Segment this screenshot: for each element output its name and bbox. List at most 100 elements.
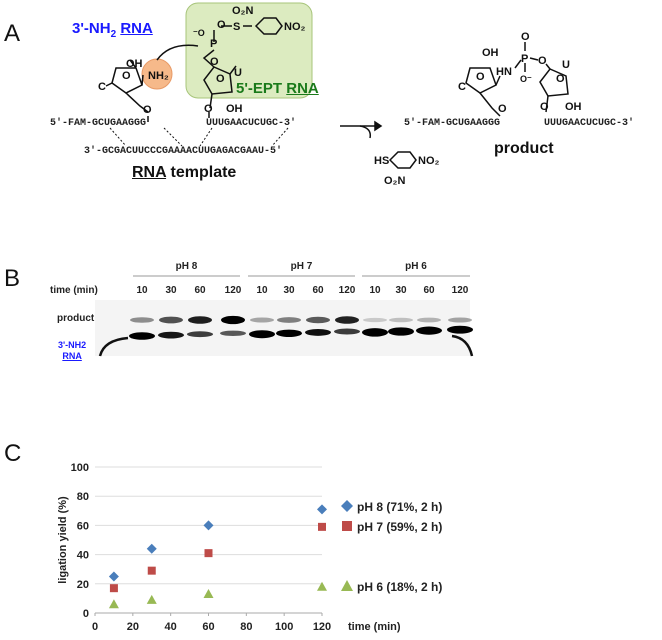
y-tick-label: 100 (71, 462, 89, 474)
svg-text:OH: OH (226, 103, 243, 115)
lane-time-label: 120 (451, 285, 469, 296)
template-label-rest: template (166, 164, 237, 181)
data-point-diamond (108, 571, 119, 582)
svg-text:O: O (521, 31, 530, 43)
y-tick-label: 80 (77, 491, 89, 503)
product-band (448, 317, 472, 323)
svg-text:O: O (204, 103, 213, 115)
rna-strand-right: UUUGAACUCUGC-3' (206, 118, 297, 129)
y-tick-label: 0 (83, 608, 89, 620)
product-band (335, 316, 359, 324)
product-left-ribose (465, 67, 497, 94)
svg-text:O: O (476, 71, 485, 83)
svg-text:NO₂: NO₂ (418, 155, 440, 167)
nh2-label: NH₂ (148, 70, 169, 82)
panel-label-c: C (4, 440, 22, 467)
legend-entry: pH 7 (59%, 2 h) (357, 520, 442, 534)
product-band (389, 317, 413, 323)
y-axis-label: ligation yield (%) (57, 496, 69, 584)
legend-entry: pH 8 (71%, 2 h) (357, 500, 442, 514)
data-point-square (342, 521, 352, 531)
ept-rna-title: 5'-EPT RNA (236, 80, 319, 97)
lane-time-label: 10 (256, 285, 268, 296)
svg-text:O: O (216, 73, 225, 85)
ept-rna-prefix: 5'-EPT (236, 80, 287, 97)
c-base-label: C (98, 81, 106, 93)
x-tick-label: 80 (240, 621, 252, 633)
data-point-diamond (341, 500, 353, 512)
substrate-band (447, 325, 473, 334)
amine-rna-subscript: 2 (110, 29, 117, 40)
svg-text:O: O (122, 70, 131, 82)
svg-text:O: O (538, 55, 547, 67)
amine-rna-title: 3'-NH2 RNA (72, 20, 153, 40)
ph-group-label: pH 8 (175, 261, 198, 272)
data-point-square (147, 566, 156, 575)
right-ribose-ring (203, 66, 233, 95)
rna-strand-left: 5'-FAM-GCUGAAGGG (50, 118, 147, 129)
leaving-group-ring (388, 151, 417, 169)
lane-time-label: 120 (338, 285, 356, 296)
data-point-triangle (146, 594, 157, 604)
data-point-square (204, 549, 213, 558)
substrate-band (187, 331, 213, 338)
lane-time-label: 10 (136, 285, 148, 296)
lane-time-label: 120 (224, 285, 242, 296)
svg-text:C: C (458, 81, 466, 93)
substrate-band (249, 330, 275, 339)
data-point-square (109, 584, 118, 593)
svg-text:P: P (521, 53, 528, 65)
product-band-label: product (57, 313, 95, 324)
lane-time-label: 60 (312, 285, 324, 296)
svg-text:⁻O: ⁻O (193, 28, 205, 38)
substrate-band (158, 331, 184, 339)
lane-time-label: 30 (165, 285, 177, 296)
substrate-band (388, 327, 414, 336)
product-band (130, 317, 154, 323)
product-strand-left: 5'-FAM-GCUGAAGGG (404, 118, 501, 129)
lane-time-label: 60 (194, 285, 206, 296)
product-band (159, 316, 183, 324)
svg-text:NO₂: NO₂ (284, 21, 306, 33)
product-band (363, 317, 387, 323)
svg-text:U: U (562, 59, 570, 71)
product-title: product (494, 140, 554, 157)
product-band (250, 317, 274, 323)
svg-text:O₂N: O₂N (232, 5, 253, 17)
svg-text:O: O (143, 104, 152, 116)
product-band (188, 316, 212, 324)
y-tick-label: 60 (77, 520, 89, 532)
ph-group-label: pH 6 (405, 261, 427, 272)
y-tick-label: 40 (77, 550, 89, 562)
product-strand-right: UUUGAACUCUGC-3' (544, 118, 635, 129)
product-band (306, 316, 330, 324)
product-band (417, 317, 441, 323)
x-tick-label: 20 (127, 621, 139, 633)
amine-rna-word: RNA (120, 20, 153, 37)
panel-label-b: B (4, 265, 21, 292)
substrate-band (129, 332, 155, 340)
svg-text:O⁻: O⁻ (520, 74, 532, 84)
svg-text:OH: OH (482, 47, 499, 59)
substrate-band (334, 328, 360, 335)
svg-text:O₂N: O₂N (384, 175, 405, 187)
data-point-diamond (203, 520, 214, 531)
svg-text:O: O (540, 101, 549, 113)
substrate-label-line2: RNA (62, 351, 82, 361)
product-band (277, 317, 301, 323)
data-point-triangle (317, 581, 327, 591)
benzene-ring (254, 17, 283, 35)
ept-rna-word: RNA (286, 80, 319, 97)
svg-text:S: S (233, 21, 240, 33)
template-label-rna: RNA (132, 164, 167, 181)
left-ribose-ring (111, 67, 143, 94)
data-point-diamond (146, 543, 157, 554)
data-point-triangle (341, 580, 353, 591)
attack-arrow (156, 44, 199, 61)
y-tick-label: 20 (77, 579, 89, 591)
substrate-band (416, 326, 442, 335)
template-label: RNA template (132, 164, 236, 182)
